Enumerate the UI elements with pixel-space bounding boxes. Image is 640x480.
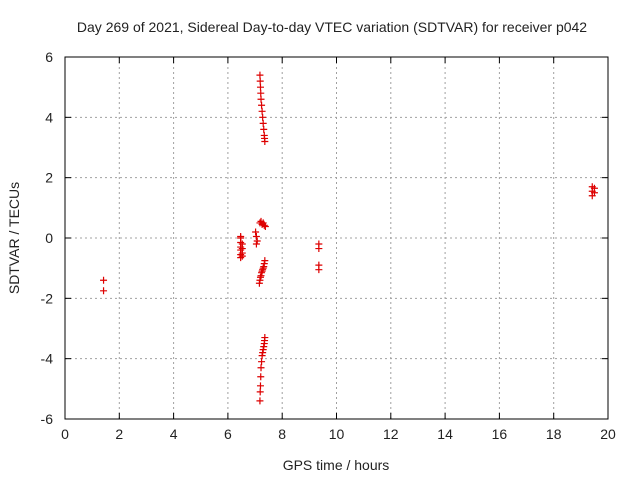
data-point xyxy=(252,228,260,236)
data-point xyxy=(257,364,265,372)
data-point xyxy=(258,358,266,366)
data-point xyxy=(261,137,269,145)
data-point xyxy=(259,119,267,127)
y-axis-label: SDTVAR / TECUs xyxy=(6,182,22,294)
data-point xyxy=(258,101,266,109)
data-point xyxy=(257,95,265,103)
data-point xyxy=(261,223,269,231)
data-point xyxy=(252,240,260,248)
data-point xyxy=(315,245,323,253)
data-point xyxy=(261,257,269,265)
x-tick-label: 10 xyxy=(329,426,345,442)
y-tick-label: -4 xyxy=(41,351,54,367)
data-point xyxy=(100,276,108,284)
x-tick-label: 16 xyxy=(492,426,508,442)
data-point xyxy=(256,77,264,85)
data-point xyxy=(238,252,246,260)
y-tick-label: -6 xyxy=(41,411,54,427)
x-tick-label: 8 xyxy=(278,426,286,442)
data-point xyxy=(100,287,108,295)
x-tick-label: 20 xyxy=(600,426,616,442)
data-point xyxy=(590,189,598,197)
data-point xyxy=(260,125,268,133)
data-point xyxy=(261,334,269,342)
x-axis-label: GPS time / hours xyxy=(283,457,390,473)
data-point xyxy=(237,254,245,262)
data-point xyxy=(256,83,264,91)
data-point xyxy=(237,232,245,240)
data-point xyxy=(257,89,265,97)
x-tick-label: 12 xyxy=(383,426,399,442)
data-point xyxy=(257,373,265,381)
y-tick-label: 2 xyxy=(45,170,53,186)
x-tick-label: 2 xyxy=(115,426,123,442)
data-point xyxy=(256,397,264,405)
grid-lines xyxy=(65,57,608,419)
data-point xyxy=(259,113,267,121)
y-tick-label: 6 xyxy=(45,49,53,65)
x-tick-label: 0 xyxy=(61,426,69,442)
x-tick-label: 4 xyxy=(170,426,178,442)
y-tick-label: 4 xyxy=(45,109,53,125)
data-point xyxy=(256,71,264,79)
data-point xyxy=(253,237,261,245)
y-tick-label: -2 xyxy=(41,290,54,306)
axes: 0 2 4 6 8 10 12 14 16 18 20 -6 -4 -2 0 2 4 6 xyxy=(41,49,616,442)
data-point xyxy=(258,107,266,115)
x-tick-label: 6 xyxy=(224,426,232,442)
chart-title: Day 269 of 2021, Sidereal Day-to-day VTE… xyxy=(77,19,587,35)
data-point xyxy=(256,382,264,390)
x-tick-label: 14 xyxy=(437,426,453,442)
data-point xyxy=(315,266,323,274)
x-tick-label: 18 xyxy=(546,426,562,442)
data-points xyxy=(100,71,598,405)
data-point xyxy=(260,221,268,229)
y-tick-label: 0 xyxy=(45,230,53,246)
data-point xyxy=(252,232,260,240)
data-point xyxy=(256,388,264,396)
